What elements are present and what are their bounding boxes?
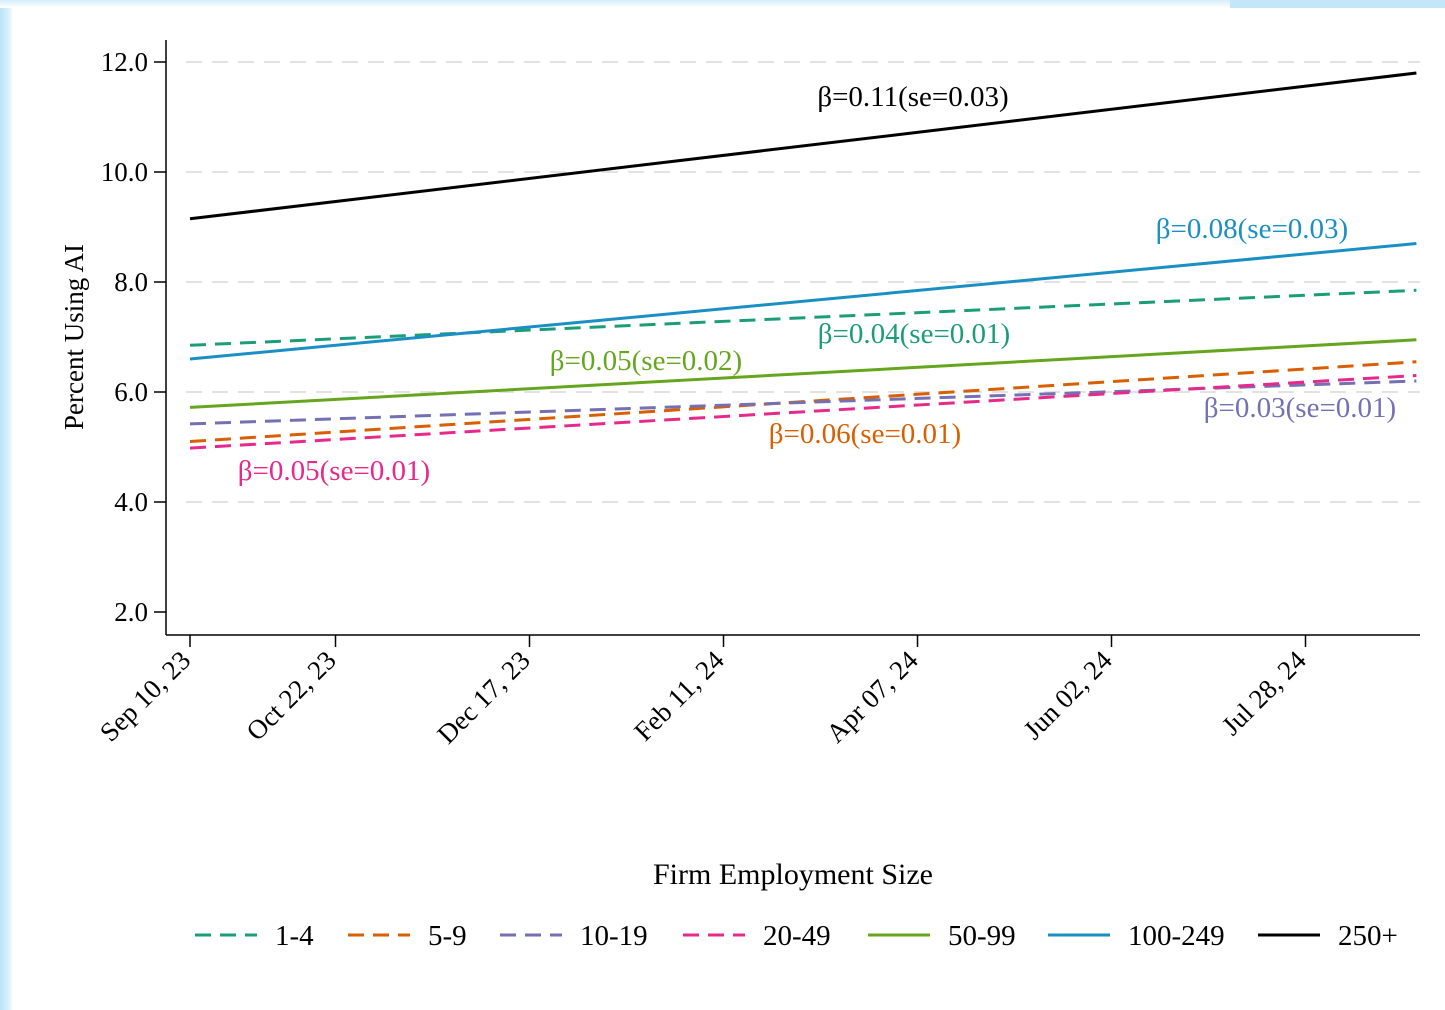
x-tick-label: Feb 11, 24 <box>628 645 730 747</box>
x-tick-label: Jun 02, 24 <box>1017 645 1118 746</box>
legend-label-20-49: 20-49 <box>763 920 831 952</box>
series-line-20-49 <box>189 374 1417 450</box>
legend-label-250: 250+ <box>1338 920 1398 952</box>
y-tick-label: 10.0 <box>101 157 148 187</box>
y-tick-label: 6.0 <box>114 377 148 407</box>
series-line-250 <box>189 71 1417 221</box>
annotation-250: β=0.11(se=0.03) <box>817 81 1008 113</box>
legend-label-1-4: 1-4 <box>275 920 314 952</box>
page-frame-left <box>0 0 14 1010</box>
y-tick-label: 4.0 <box>114 487 148 517</box>
y-ticks: 2.0 4.0 6.0 8.0 10.0 12.0 <box>101 47 166 627</box>
x-tick-label: Sep 10, 23 <box>94 645 196 747</box>
annotation-50-99: β=0.05(se=0.02) <box>550 345 742 377</box>
annotation-10-19: β=0.03(se=0.01) <box>1204 392 1396 424</box>
legend: 1-4 5-9 10-19 20-49 50-99 100-249 250+ <box>195 920 1398 952</box>
annotation-5-9: β=0.06(se=0.01) <box>769 418 961 450</box>
legend-label-50-99: 50-99 <box>948 920 1016 952</box>
annotation-100-249: β=0.08(se=0.03) <box>1156 213 1348 245</box>
legend-label-100-249: 100-249 <box>1128 920 1225 952</box>
legend-label-10-19: 10-19 <box>580 920 648 952</box>
x-tick-label: Apr 07, 24 <box>820 645 924 749</box>
x-tick-label: Jul 28, 24 <box>1216 645 1312 741</box>
legend-label-5-9: 5-9 <box>428 920 467 952</box>
series-line-1-4 <box>189 288 1417 347</box>
x-tick-label: Oct 22, 23 <box>240 645 341 746</box>
y-axis-label: Percent Using AI <box>59 244 89 430</box>
series-line-50-99 <box>189 338 1417 409</box>
annotation-20-49: β=0.05(se=0.01) <box>238 455 430 487</box>
page-frame-top-right <box>1230 0 1445 8</box>
series-lines <box>189 71 1417 450</box>
y-tick-label: 8.0 <box>114 267 148 297</box>
series-line-100-249 <box>189 242 1417 361</box>
x-tick-label: Dec 17, 23 <box>431 645 535 749</box>
series-line-10-19 <box>189 379 1417 426</box>
axes <box>165 40 1420 636</box>
gridlines <box>186 61 1420 503</box>
y-tick-label: 12.0 <box>101 47 148 77</box>
page-frame-top <box>0 0 1445 8</box>
annotation-1-4: β=0.04(se=0.01) <box>818 318 1010 350</box>
x-ticks: Sep 10, 23 Oct 22, 23 Dec 17, 23 Feb 11, 24… <box>94 635 1312 749</box>
series-annotations: β=0.04(se=0.01) β=0.06(se=0.01) β=0.03(se=… <box>238 81 1396 487</box>
legend-title: Firm Employment Size <box>653 858 933 891</box>
y-tick-label: 2.0 <box>114 597 148 627</box>
